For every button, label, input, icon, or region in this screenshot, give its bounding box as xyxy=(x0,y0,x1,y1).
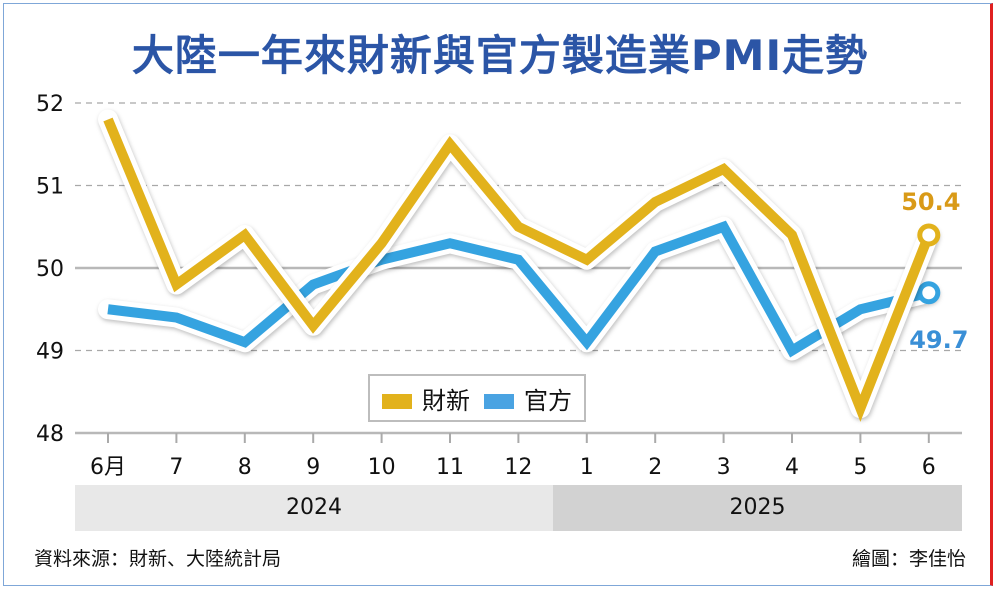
x-tick-label: 3 xyxy=(717,455,731,480)
x-tick-label: 8 xyxy=(238,455,252,480)
year-band-2024: 2024 xyxy=(75,485,553,531)
chart-title: 大陸一年來財新與官方製造業PMI走勢 xyxy=(131,31,869,80)
data-label-caixin: 50.4 xyxy=(901,188,960,216)
author-credit: 繪圖：李佳怡 xyxy=(851,548,966,570)
x-tick-label: 10 xyxy=(368,455,396,480)
end-point-caixin xyxy=(917,223,941,247)
data-label-official: 49.7 xyxy=(909,326,968,354)
y-tick-label: 48 xyxy=(36,422,64,447)
end-point-official xyxy=(917,281,941,305)
y-tick-label: 50 xyxy=(36,257,64,282)
x-tick-label: 2 xyxy=(648,455,662,480)
legend-item-caixin: 財新 xyxy=(382,381,470,416)
x-tick-label: 6月 xyxy=(90,455,126,480)
frame-border xyxy=(3,3,993,586)
source-note: 資料來源：財新、大陸統計局 xyxy=(34,548,282,570)
x-tick-label: 9 xyxy=(306,455,320,480)
y-tick-label: 49 xyxy=(36,340,64,365)
x-tick-label: 5 xyxy=(853,455,867,480)
x-tick-label: 6 xyxy=(922,455,936,480)
legend-swatch-official xyxy=(484,394,514,409)
legend: 財新 官方 xyxy=(368,374,586,422)
legend-swatch-caixin xyxy=(382,394,412,409)
year-band-2025: 2025 xyxy=(553,485,962,531)
y-tick-label: 52 xyxy=(36,92,64,117)
legend-item-official: 官方 xyxy=(484,381,572,416)
y-tick-label: 51 xyxy=(36,175,64,200)
x-tick-label: 11 xyxy=(436,455,464,480)
x-tick-label: 4 xyxy=(785,455,799,480)
x-tick-label: 12 xyxy=(504,455,532,480)
legend-label-official: 官方 xyxy=(524,386,572,415)
legend-label-caixin: 財新 xyxy=(422,386,470,415)
x-tick-label: 7 xyxy=(169,455,183,480)
x-tick-label: 1 xyxy=(580,455,594,480)
